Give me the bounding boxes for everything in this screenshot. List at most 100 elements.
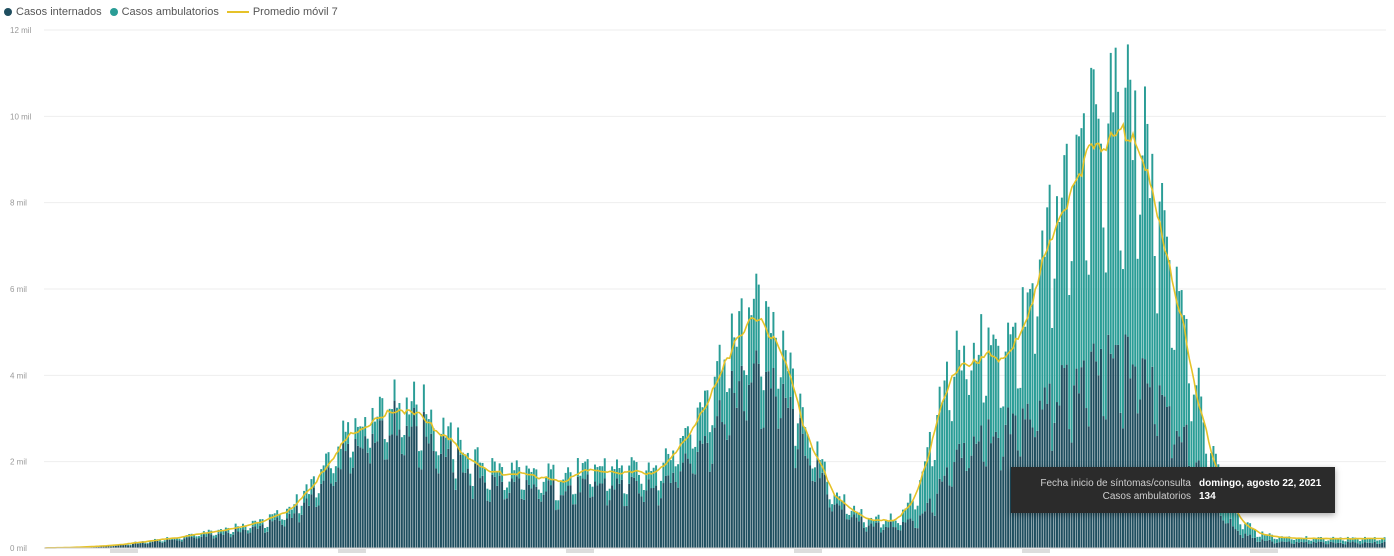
bar-internados (752, 363, 755, 548)
legend-item[interactable]: Casos ambulatorios (109, 6, 219, 18)
bar-ambulatorios (1254, 529, 1256, 538)
bar-ambulatorios (1060, 197, 1063, 366)
bar-internados (1241, 537, 1244, 548)
bar-internados (327, 467, 330, 548)
bar-ambulatorios (356, 426, 359, 446)
bar-ambulatorios (1175, 266, 1178, 431)
bar-ambulatorios (767, 306, 770, 372)
bar-internados (1293, 543, 1296, 548)
bar-internados (310, 494, 313, 548)
bar-internados (479, 478, 482, 548)
bar-ambulatorios (215, 534, 218, 538)
bar-internados (1322, 542, 1325, 548)
bar-ambulatorios (686, 426, 689, 459)
bar-internados (862, 527, 865, 548)
bar-ambulatorios (1122, 269, 1124, 429)
bar-internados (176, 540, 178, 548)
bar-ambulatorios (447, 426, 450, 449)
bar-ambulatorios (1295, 537, 1298, 542)
bar-internados (1339, 542, 1342, 548)
bar-ambulatorios (706, 390, 709, 443)
bar-ambulatorios (1085, 260, 1088, 409)
bar-ambulatorios (1161, 182, 1164, 395)
bar-ambulatorios (608, 488, 611, 501)
bar-ambulatorios (506, 487, 508, 499)
bar-ambulatorios (532, 468, 535, 485)
bar-ambulatorios (386, 442, 389, 460)
bar-ambulatorios (1173, 349, 1176, 445)
bar-internados (801, 433, 804, 548)
bar-ambulatorios (1285, 536, 1288, 543)
bar-internados (586, 474, 589, 548)
legend-item[interactable]: Casos internados (4, 6, 102, 18)
bar-internados (173, 539, 176, 548)
bar-internados (826, 494, 829, 548)
bar-internados (689, 463, 692, 548)
bar-ambulatorios (1378, 540, 1381, 544)
bar-internados (430, 433, 433, 548)
bar-internados (273, 519, 276, 548)
bar-internados (1268, 539, 1271, 548)
bar-internados (576, 476, 579, 548)
bar-internados (960, 457, 963, 548)
bar-ambulatorios (679, 438, 682, 472)
bar-internados (471, 498, 474, 548)
bar-internados (1337, 542, 1340, 548)
bar-internados (574, 504, 577, 548)
bar-internados (718, 400, 721, 548)
bar-internados (787, 407, 790, 548)
bar-internados (1073, 385, 1076, 548)
bar-ambulatorios (442, 417, 445, 437)
bar-internados (1217, 505, 1220, 548)
bar-ambulatorios (625, 494, 628, 506)
bar-internados (1364, 542, 1366, 548)
bar-internados (1351, 541, 1354, 548)
bar-internados (1312, 541, 1315, 548)
legend-item[interactable]: Promedio móvil 7 (226, 6, 338, 18)
bar-ambulatorios (1024, 326, 1027, 420)
bar-ambulatorios (848, 514, 851, 520)
bar-internados (872, 526, 875, 548)
bar-internados (481, 475, 484, 548)
bar-ambulatorios (540, 492, 543, 502)
bar-internados (1295, 541, 1298, 548)
bar-internados (234, 528, 237, 548)
bar-ambulatorios (1144, 86, 1146, 360)
bar-internados (850, 517, 853, 548)
bar-ambulatorios (801, 407, 804, 434)
bar-internados (205, 536, 208, 548)
bar-internados (100, 546, 103, 548)
bar-internados (806, 458, 809, 548)
bar-internados (1100, 348, 1102, 548)
bar-internados (1002, 456, 1005, 548)
bar-internados (195, 538, 198, 548)
bar-internados (1212, 498, 1215, 548)
bar-ambulatorios (1339, 537, 1342, 543)
bar-internados (1324, 544, 1327, 548)
bar-internados (1227, 523, 1230, 548)
bar-internados (146, 543, 149, 548)
y-tick-label: 10 mil (10, 112, 32, 121)
bar-internados (520, 498, 523, 548)
bar-ambulatorios (293, 504, 296, 514)
bar-internados (266, 531, 269, 548)
bar-internados (796, 449, 799, 548)
bar-ambulatorios (195, 536, 198, 539)
bar-ambulatorios (510, 462, 513, 479)
bar-internados (860, 516, 863, 548)
bar-internados (1112, 358, 1115, 548)
bar-ambulatorios (1276, 539, 1278, 543)
bar-internados (743, 411, 746, 548)
bar-internados (1090, 351, 1093, 548)
bar-internados (628, 483, 631, 548)
bar-ambulatorios (1016, 388, 1019, 451)
bar-ambulatorios (982, 402, 985, 462)
bar-ambulatorios (256, 522, 259, 529)
bar-internados (581, 478, 584, 548)
bar-internados (364, 436, 367, 548)
bar-ambulatorios (310, 479, 313, 495)
bar-ambulatorios (337, 446, 340, 468)
bar-internados (383, 459, 386, 548)
bar-internados (765, 371, 768, 548)
bar-internados (569, 485, 572, 548)
